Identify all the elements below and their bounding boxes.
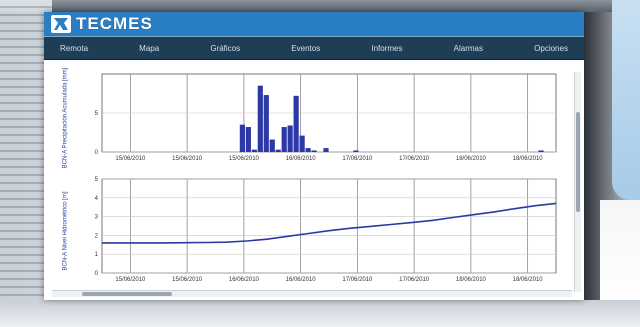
precip-x-tick-label: 17/06/2010 xyxy=(399,156,430,162)
precip-bar xyxy=(281,127,287,152)
nav-item-graficos[interactable]: Gráficos xyxy=(210,43,241,53)
level-x-tick-label: 16/06/2010 xyxy=(286,277,317,283)
side-panel-lower xyxy=(600,200,640,300)
precip-bar xyxy=(269,139,275,152)
level-y-tick-label: 2 xyxy=(95,233,99,239)
precip-x-tick-label: 18/06/2010 xyxy=(513,156,544,162)
nav-item-remota[interactable]: Remota xyxy=(60,43,89,53)
precip-bar xyxy=(353,150,359,152)
level-x-tick-label: 17/06/2010 xyxy=(399,277,430,283)
vertical-scroll-thumb[interactable] xyxy=(576,112,580,212)
app-header: TECMES xyxy=(44,12,584,36)
precipitation-plot: 15/06/2010 15/06/2010 15/06/2010 16/06/2010… xyxy=(76,70,570,166)
level-x-tick-label: 16/06/2010 xyxy=(229,277,260,283)
precip-bar xyxy=(263,95,269,152)
brand-name: TECMES xyxy=(76,14,153,33)
precip-bar xyxy=(257,85,263,152)
precip-x-tick-label: 16/06/2010 xyxy=(286,156,317,162)
level-x-tick-label: 18/06/2010 xyxy=(456,277,487,283)
precip-bar xyxy=(287,125,293,152)
photo-top-edge xyxy=(0,0,640,12)
vertical-scrollbar[interactable] xyxy=(574,72,581,292)
precip-y-tick-label: 0 xyxy=(95,150,99,156)
app-window: TECMES Remota Mapa Gráficos Eventos Info… xyxy=(44,12,584,300)
precip-bar xyxy=(275,149,281,152)
side-panel xyxy=(612,0,640,200)
level-y-axis-label: BCN-A Nivel Hidrométrico [m] xyxy=(62,191,69,271)
level-y-axis-label-wrap: BCN-A Nivel Hidrométrico [m] xyxy=(54,175,76,287)
precip-x-tick-label: 18/06/2010 xyxy=(456,156,487,162)
level-x-tick-label: 15/06/2010 xyxy=(172,277,203,283)
charts-area: BCN-A Precipitación Acumulada [mm] 15/06… xyxy=(44,60,584,300)
horizontal-scrollbar[interactable] xyxy=(52,290,572,297)
level-x-tick-label: 18/06/2010 xyxy=(513,277,544,283)
precip-bar xyxy=(538,150,544,152)
level-svg: 15/06/2010 15/06/2010 16/06/2010 16/06/2010… xyxy=(95,177,557,283)
precip-x-tick-label: 15/06/2010 xyxy=(229,156,260,162)
nav-item-informes[interactable]: Informes xyxy=(371,43,403,53)
level-plot: 15/06/2010 15/06/2010 16/06/2010 16/06/2010… xyxy=(76,175,570,287)
level-y-tick-label: 1 xyxy=(95,252,99,258)
precipitation-y-axis-label-wrap: BCN-A Precipitación Acumulada [mm] xyxy=(54,67,76,169)
level-plot-frame xyxy=(101,178,557,274)
level-y-tick-label: 5 xyxy=(95,177,99,183)
level-series-line xyxy=(102,202,557,244)
level-y-tick-label: 3 xyxy=(95,215,99,221)
precip-bar xyxy=(239,124,245,152)
nav-item-opciones[interactable]: Opciones xyxy=(534,43,568,53)
precip-bar xyxy=(299,135,305,152)
precip-bar xyxy=(311,150,317,152)
horizontal-scroll-thumb[interactable] xyxy=(82,292,172,296)
precip-bar xyxy=(245,127,251,152)
precip-x-tick-label: 15/06/2010 xyxy=(172,156,203,162)
precip-y-tick-label: 5 xyxy=(95,111,99,117)
nav-item-eventos[interactable]: Eventos xyxy=(291,43,321,53)
precip-bar xyxy=(305,148,311,152)
level-chart: BCN-A Nivel Hidrométrico [m] 15/06/2010 1… xyxy=(54,175,570,287)
main-nav: Remota Mapa Gráficos Eventos Informes Al… xyxy=(44,36,584,60)
precipitation-y-axis-label: BCN-A Precipitación Acumulada [mm] xyxy=(62,67,68,169)
precip-bar xyxy=(251,149,257,152)
brand-logo-icon xyxy=(50,15,72,33)
precipitation-svg: 15/06/2010 15/06/2010 15/06/2010 16/06/2010… xyxy=(95,73,557,162)
nav-item-mapa[interactable]: Mapa xyxy=(139,43,160,53)
level-x-tick-label: 17/06/2010 xyxy=(342,277,373,283)
precip-x-tick-label: 17/06/2010 xyxy=(342,156,373,162)
precip-x-tick-label: 15/06/2010 xyxy=(115,156,146,162)
precip-bar xyxy=(293,95,299,152)
nav-item-alarmas[interactable]: Alarmas xyxy=(453,43,483,53)
level-x-tick-label: 15/06/2010 xyxy=(115,277,146,283)
photo-bottom-edge xyxy=(0,300,640,327)
level-y-tick-label: 0 xyxy=(95,271,99,277)
precip-bar xyxy=(323,148,329,152)
precipitation-chart: BCN-A Precipitación Acumulada [mm] 15/06… xyxy=(54,67,570,169)
level-y-tick-label: 4 xyxy=(95,196,99,202)
photo-left-edge xyxy=(0,0,52,327)
